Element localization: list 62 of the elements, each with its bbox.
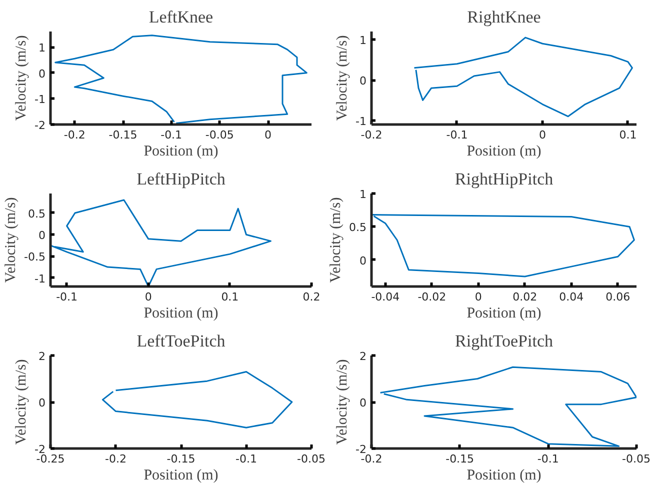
y-tick-label: 2 (360, 350, 366, 363)
y-tick-label: -1 (34, 93, 46, 106)
x-axis-title: Position (m) (466, 468, 542, 484)
x-tick-label: -0.2 (64, 128, 86, 142)
x-tick-label: -0.05 (297, 452, 326, 466)
x-axis-title: Position (m) (144, 144, 218, 160)
x-tick-label: -0.1 (446, 128, 468, 142)
x-tick-label: 0 (144, 290, 152, 304)
y-tick-label: 1 (360, 34, 366, 48)
x-tick-label: 0 (264, 128, 272, 142)
y-tick-label: 1 (38, 42, 46, 54)
x-tick-label: -0.1 (56, 290, 78, 304)
x-tick-label: -0.2 (360, 128, 382, 142)
x-tick-label: 0.02 (512, 290, 538, 304)
x-axis-title: Position (m) (144, 468, 218, 484)
x-tick-label: 0.2 (302, 290, 320, 304)
x-tick-label: -0.15 (166, 452, 196, 466)
y-tick-label: 0 (360, 396, 366, 410)
y-axis-title: Velocity (m/s) (334, 35, 351, 121)
y-tick-label: 0.5 (349, 221, 367, 234)
x-tick-label: -0.02 (418, 290, 446, 304)
x-tick-label: -0.15 (446, 452, 474, 466)
chart-title: RightToePitch (455, 332, 554, 350)
x-tick-label: -0.05 (205, 128, 234, 142)
chart-title: RightKnee (467, 8, 541, 26)
y-tick-label: 0.5 (28, 207, 46, 220)
y-tick-label: -2 (34, 119, 46, 132)
x-tick-label: -0.04 (371, 290, 400, 304)
y-tick-label: -1 (356, 114, 366, 128)
x-tick-label: -0.15 (108, 128, 138, 142)
chart-title: LeftKnee (148, 8, 214, 26)
x-tick-label: -0.1 (160, 128, 182, 142)
x-axis-title: Position (m) (466, 306, 542, 322)
y-tick-label: -1 (34, 272, 46, 286)
x-tick-label: 0 (538, 128, 546, 142)
x-tick-label: -0.05 (622, 452, 651, 466)
y-tick-label: 0 (360, 74, 366, 88)
x-tick-label: 0.1 (619, 128, 637, 142)
y-tick-label: 0 (38, 229, 46, 242)
y-tick-label: 0 (38, 396, 46, 410)
chart-title: RightHipPitch (454, 170, 554, 188)
y-tick-label: -0.5 (24, 250, 46, 264)
x-tick-label: -0.1 (537, 452, 559, 466)
x-axis-title: Position (m) (466, 144, 542, 160)
y-axis-title: Velocity (m/s) (3, 197, 20, 283)
y-axis-title: Velocity (m/s) (328, 197, 344, 283)
y-axis-title: Velocity (m/s) (334, 359, 351, 445)
x-tick-label: 0.06 (606, 290, 630, 304)
x-axis-title: Position (m) (144, 306, 218, 322)
y-tick-label: 0 (360, 254, 366, 268)
x-tick-label: -0.1 (236, 452, 257, 466)
chart-title: LeftToePitch (136, 332, 226, 350)
y-tick-label: 1 (360, 188, 366, 201)
y-tick-label: 2 (38, 350, 46, 363)
x-tick-label: -0.2 (105, 452, 126, 466)
chart-title: LeftHipPitch (136, 170, 226, 188)
y-tick-label: 0 (38, 67, 46, 80)
x-tick-label: 0 (474, 290, 482, 304)
y-axis-title: Velocity (m/s) (14, 35, 30, 121)
x-tick-label: 0.1 (221, 290, 239, 304)
y-axis-title: Velocity (m/s) (14, 359, 30, 445)
x-tick-label: 0.04 (559, 290, 584, 304)
